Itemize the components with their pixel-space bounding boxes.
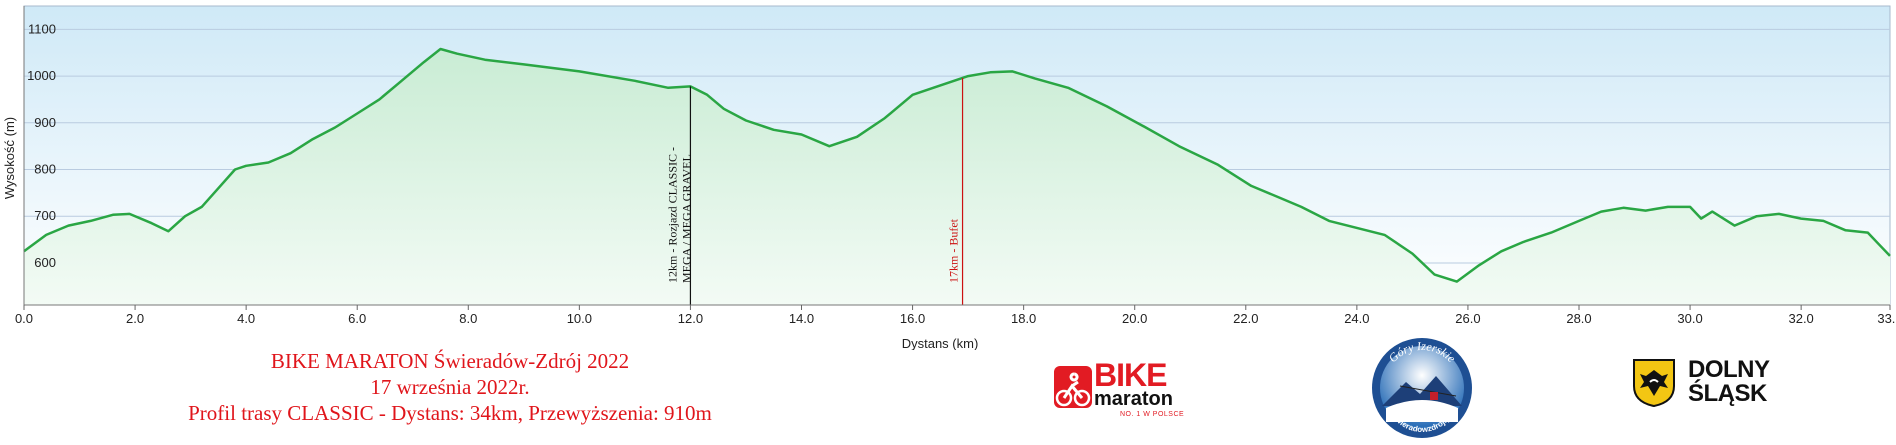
x-ticks: 0.0 2.0 4.0 6.0 8.0 10.0 12.0 14.0 16.0 18.0 20.0 2… — [15, 305, 1896, 326]
x-tick-label: 33.6 — [1877, 311, 1896, 326]
gory-top-text: Góry Izerskie — [1386, 339, 1459, 366]
eagle-crest-icon — [1633, 359, 1675, 408]
elevation-series — [23, 47, 1891, 305]
x-tick-label: 2.0 — [126, 311, 144, 326]
caption-route-summary: Profil trasy CLASSIC - Dystans: 34km, Pr… — [188, 401, 712, 425]
y-tick-label: 1100 — [28, 21, 56, 36]
y-tick-label: 900 — [34, 115, 56, 130]
bike-word: BIKE — [1094, 357, 1167, 393]
y-tick-label: 600 — [34, 255, 56, 270]
annotation-label-line2: MEGA / MEGA GRAVEL — [679, 154, 693, 283]
elevation-chart: 12km - Rozjazd CLASSIC - MEGA / MEGA GRAV… — [2, 5, 1896, 350]
x-tick-label: 0.0 — [15, 311, 33, 326]
x-tick-label: 32.0 — [1788, 311, 1813, 326]
mountain-cablecar-icon — [1372, 338, 1472, 438]
x-tick-label: 28.0 — [1566, 311, 1591, 326]
annotation-label-line1: 12km - Rozjazd CLASSIC - — [665, 147, 679, 283]
cyclist-icon — [1054, 366, 1092, 408]
annotation-label: 17km - Bufet — [947, 218, 961, 283]
x-tick-label: 8.0 — [459, 311, 477, 326]
x-axis-label: Dystans (km) — [902, 336, 979, 350]
caption-event-title: BIKE MARATON Świeradów-Zdrój 2022 — [270, 349, 630, 373]
gory-logo-text: Góry Izerskie swieradowzdroj.pl — [1386, 339, 1459, 434]
annotation-label-line1: 17km - Bufet — [947, 218, 961, 283]
gory-bottom-text: swieradowzdroj.pl — [1391, 412, 1454, 434]
x-tick-label: 30.0 — [1677, 311, 1702, 326]
slask-word: ŚLĄSK — [1688, 380, 1767, 407]
dolny-slask-logo: DOLNY ŚLĄSK — [1630, 356, 1800, 416]
x-tick-label: 26.0 — [1455, 311, 1480, 326]
y-tick-label: 1000 — [27, 68, 56, 83]
x-tick-label: 12.0 — [678, 311, 703, 326]
gory-izerskie-logo: Góry Izerskie swieradowzdroj.pl — [1370, 336, 1474, 440]
x-tick-label: 20.0 — [1122, 311, 1147, 326]
x-tick-label: 24.0 — [1344, 311, 1369, 326]
bike-tagline: NO. 1 W POLSCE — [1120, 411, 1185, 418]
annotations: 12km - Rozjazd CLASSIC - MEGA / MEGA GRAV… — [665, 77, 964, 305]
elevation-line — [23, 47, 1891, 283]
x-tick-label: 18.0 — [1011, 311, 1036, 326]
x-tick-label: 4.0 — [237, 311, 255, 326]
x-tick-label: 22.0 — [1233, 311, 1258, 326]
y-tick-label: 800 — [34, 162, 56, 177]
y-tick-label: 700 — [34, 208, 56, 223]
y-axis-label: Wysokość (m) — [2, 117, 17, 199]
bike-maraton-logo: BIKE maraton NO. 1 W POLSCE — [1052, 358, 1212, 430]
x-tick-label: 14.0 — [789, 311, 814, 326]
route-caption: BIKE MARATON Świeradów-Zdrój 2022 17 wrz… — [130, 348, 770, 426]
caption-date: 17 września 2022r. — [370, 375, 530, 399]
x-tick-label: 6.0 — [348, 311, 366, 326]
x-tick-label: 16.0 — [900, 311, 925, 326]
elevation-area-fill — [24, 49, 1890, 305]
x-tick-label: 10.0 — [567, 311, 592, 326]
maraton-word: maraton — [1094, 388, 1173, 410]
dolny-slask-text: DOLNY ŚLĄSK — [1688, 358, 1770, 406]
annotation-label: 12km - Rozjazd CLASSIC - MEGA / MEGA GRAV… — [665, 147, 693, 283]
dolny-word: DOLNY — [1688, 356, 1770, 383]
y-ticks: 600 700 800 900 1000 1100 — [27, 21, 56, 270]
